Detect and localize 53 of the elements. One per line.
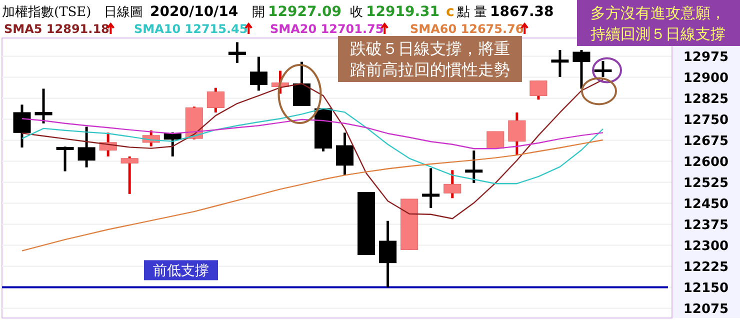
y-tick-label: 12600 — [683, 154, 729, 170]
y-tick-label: 12750 — [683, 112, 729, 128]
candlestick — [120, 155, 138, 196]
candlestick — [508, 111, 526, 157]
candlestick — [228, 40, 246, 64]
candlestick — [250, 56, 268, 92]
candlestick — [56, 145, 74, 173]
ref-line-label: 前低支撐 — [153, 263, 209, 280]
text: SMA60 12675.76 — [410, 22, 524, 36]
annotation: 多方沒有進攻意願，持續回測５日線支撐 — [590, 4, 726, 43]
y-tick-label: 12225 — [683, 260, 729, 275]
y-tick-label: 12525 — [683, 176, 729, 191]
text: 1867.38 — [490, 4, 554, 20]
line-series — [21, 108, 604, 184]
candlestick — [422, 166, 440, 210]
text: 日線圖 — [104, 5, 143, 20]
candlestick — [34, 87, 52, 125]
y-tick-label: 12375 — [683, 218, 729, 233]
candlestick — [379, 220, 397, 288]
candlestick — [572, 48, 590, 90]
text: 點 — [456, 5, 470, 20]
text: 開 — [252, 5, 265, 20]
line-series — [21, 139, 604, 252]
y-tick-label: 12825 — [683, 92, 729, 107]
y-tick-label: 12900 — [683, 70, 729, 86]
y-tick-label: 12675 — [683, 134, 729, 149]
text: 收 — [350, 5, 363, 20]
candlestick — [594, 60, 612, 78]
candlestick — [551, 48, 569, 78]
chart-title: 加權指數(TSE) — [2, 5, 92, 20]
candlestick — [206, 86, 224, 114]
candlestick — [13, 103, 31, 149]
candlestick — [530, 80, 548, 101]
y-tick-label: 12975 — [683, 50, 729, 65]
text: 12927.09 — [268, 4, 342, 20]
text: 量 — [474, 5, 487, 20]
candlestick — [292, 60, 310, 108]
text: SMA5 12891.18 — [4, 22, 110, 36]
text: c — [446, 4, 454, 20]
text: SMA10 12715.45 — [134, 22, 248, 36]
text: 2020/10/14 — [150, 4, 238, 20]
candlestick — [465, 149, 483, 184]
y-tick-label: 12075 — [683, 302, 729, 317]
text: 12919.31 — [366, 4, 440, 20]
candlestick — [336, 131, 354, 176]
candlestick — [486, 131, 504, 149]
y-tick-label: 12450 — [683, 196, 729, 212]
annotation: 跌破５日線支撐，將重踏前高拉回的慣性走勢 — [350, 39, 510, 79]
candlestick — [444, 168, 462, 200]
candlestick — [78, 126, 96, 169]
y-tick-label: 12300 — [683, 238, 729, 254]
y-tick-label: 12150 — [683, 280, 729, 296]
text: SMA20 12701.75 — [270, 22, 384, 36]
